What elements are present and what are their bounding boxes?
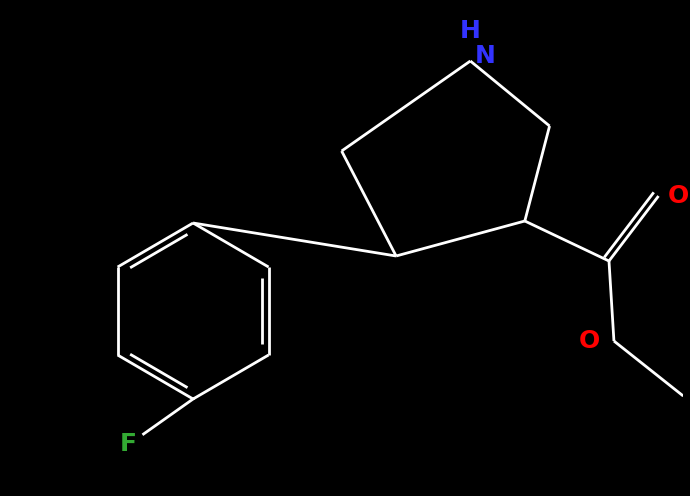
Text: O: O: [578, 329, 600, 353]
Text: H: H: [460, 19, 481, 43]
Text: O: O: [668, 184, 689, 208]
Text: F: F: [120, 432, 137, 456]
Text: N: N: [475, 44, 495, 68]
